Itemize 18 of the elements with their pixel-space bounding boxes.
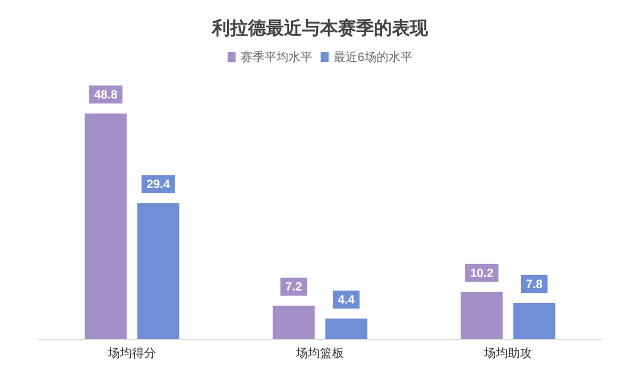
bar: [513, 302, 556, 339]
data-label: 48.8: [94, 88, 118, 102]
bar: [460, 292, 503, 339]
x-tick-label: 场均得分: [107, 346, 156, 360]
bar: [325, 318, 368, 339]
legend-label: 最近6场的水平: [334, 50, 412, 64]
bar: [84, 114, 127, 339]
bar: [137, 203, 180, 339]
chart-title: 利拉德最近与本赛季的表现: [211, 18, 429, 38]
data-label: 10.2: [470, 266, 494, 280]
data-label: 4.4: [338, 292, 355, 307]
data-label: 7.8: [526, 276, 543, 291]
data-label: 7.2: [285, 280, 302, 294]
x-tick-label: 场均助攻: [483, 346, 532, 360]
legend-label: 赛季平均水平: [240, 50, 313, 64]
x-tick-label: 场均篮板: [295, 346, 344, 360]
data-label: 29.4: [146, 177, 170, 192]
bar: [272, 306, 315, 339]
